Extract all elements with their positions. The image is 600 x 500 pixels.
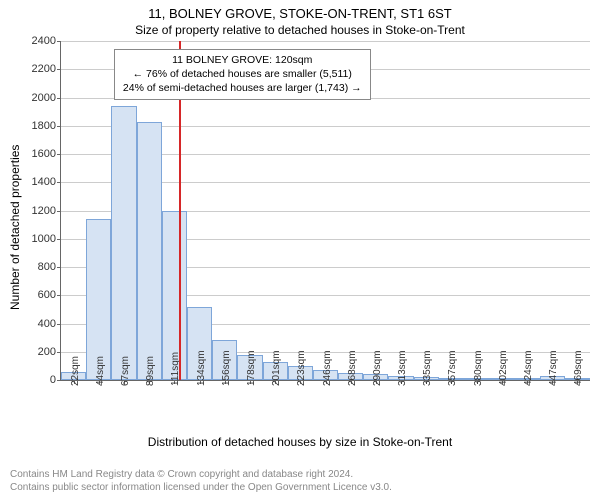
xtick-label: 313sqm <box>397 350 408 386</box>
xtick-label: 447sqm <box>548 350 559 386</box>
page-subtitle: Size of property relative to detached ho… <box>0 21 600 41</box>
gridline <box>61 41 590 42</box>
footer-line2: Contains public sector information licen… <box>10 481 392 494</box>
chart: 0200400600800100012001400160018002000220… <box>60 41 590 381</box>
x-axis-label: Distribution of detached houses by size … <box>0 435 600 449</box>
info-line: 24% of semi-detached houses are larger (… <box>123 81 362 95</box>
ytick-label: 600 <box>38 289 61 301</box>
xtick-label: 67sqm <box>120 356 131 386</box>
xtick-label: 246sqm <box>322 350 333 386</box>
ytick-label: 2000 <box>32 92 61 104</box>
footer-attribution: Contains HM Land Registry data © Crown c… <box>10 468 392 494</box>
xtick-label: 290sqm <box>372 350 383 386</box>
plot-area: 0200400600800100012001400160018002000220… <box>60 41 590 381</box>
ytick-label: 2400 <box>32 35 61 47</box>
xtick-label: 357sqm <box>447 350 458 386</box>
y-axis-label: Number of detached properties <box>8 145 22 310</box>
xtick-label: 380sqm <box>473 350 484 386</box>
ytick-label: 1000 <box>32 233 61 245</box>
info-box: 11 BOLNEY GROVE: 120sqm← 76% of detached… <box>114 49 371 100</box>
xtick-label: 201sqm <box>271 350 282 386</box>
footer-line1: Contains HM Land Registry data © Crown c… <box>10 468 392 481</box>
xtick-label: 89sqm <box>145 356 156 386</box>
xtick-label: 424sqm <box>523 350 534 386</box>
ytick-label: 1800 <box>32 120 61 132</box>
histogram-bar <box>137 122 162 380</box>
histogram-bar <box>111 106 136 380</box>
ytick-label: 800 <box>38 261 61 273</box>
xtick-label: 22sqm <box>70 356 81 386</box>
xtick-label: 402sqm <box>498 350 509 386</box>
ytick-label: 2200 <box>32 63 61 75</box>
xtick-label: 156sqm <box>221 350 232 386</box>
xtick-label: 44sqm <box>95 356 106 386</box>
info-line: 11 BOLNEY GROVE: 120sqm <box>123 53 362 67</box>
info-line: ← 76% of detached houses are smaller (5,… <box>123 67 362 81</box>
xtick-label: 178sqm <box>246 350 257 386</box>
xtick-label: 134sqm <box>196 350 207 386</box>
ytick-label: 400 <box>38 318 61 330</box>
ytick-label: 1600 <box>32 148 61 160</box>
ytick-label: 200 <box>38 346 61 358</box>
xtick-label: 469sqm <box>573 350 584 386</box>
xtick-label: 335sqm <box>422 350 433 386</box>
xtick-label: 223sqm <box>296 350 307 386</box>
page-title: 11, BOLNEY GROVE, STOKE-ON-TRENT, ST1 6S… <box>0 0 600 21</box>
ytick-label: 1400 <box>32 176 61 188</box>
ytick-label: 1200 <box>32 205 61 217</box>
ytick-label: 0 <box>50 374 61 386</box>
xtick-label: 268sqm <box>347 350 358 386</box>
